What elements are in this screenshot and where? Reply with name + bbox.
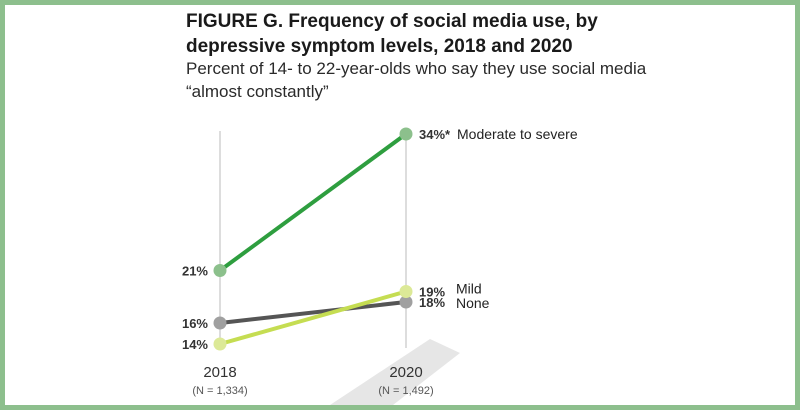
- series-line: [218, 132, 408, 273]
- series-line: [218, 300, 408, 325]
- data-point: [399, 127, 413, 141]
- x-tick-note: (N = 1,334): [192, 385, 247, 397]
- x-tick-label: 2020: [389, 364, 422, 381]
- series-name-label: None: [456, 295, 490, 311]
- decorative-stripe: [330, 339, 460, 405]
- x-tick-note: (N = 1,492): [378, 385, 433, 397]
- data-point: [213, 316, 227, 330]
- figure-panel: FIGURE G. Frequency of social media use,…: [5, 5, 795, 405]
- chart-subtitle: Percent of 14- to 22-year-olds who say t…: [186, 59, 647, 101]
- data-label: 19%: [419, 285, 445, 300]
- data-label: 34%*: [419, 127, 451, 142]
- data-label: 16%: [182, 316, 208, 331]
- data-point: [399, 295, 413, 309]
- series-name-label: Mild: [456, 281, 482, 297]
- data-point: [399, 285, 413, 298]
- data-label: 21%: [182, 264, 208, 279]
- data-point: [213, 337, 227, 351]
- series-name-label: Moderate to severe: [457, 126, 578, 142]
- data-label: 18%: [419, 295, 445, 310]
- chart-title: FIGURE G. Frequency of social media use,…: [186, 11, 598, 57]
- line-chart: 21% 14% 16% 34%* Moderate to severe 19% Mild 18…: [182, 126, 578, 405]
- x-tick-label: 2018: [203, 364, 236, 381]
- series-line: [218, 289, 408, 346]
- data-label: 14%: [182, 337, 208, 352]
- data-point: [213, 264, 227, 277]
